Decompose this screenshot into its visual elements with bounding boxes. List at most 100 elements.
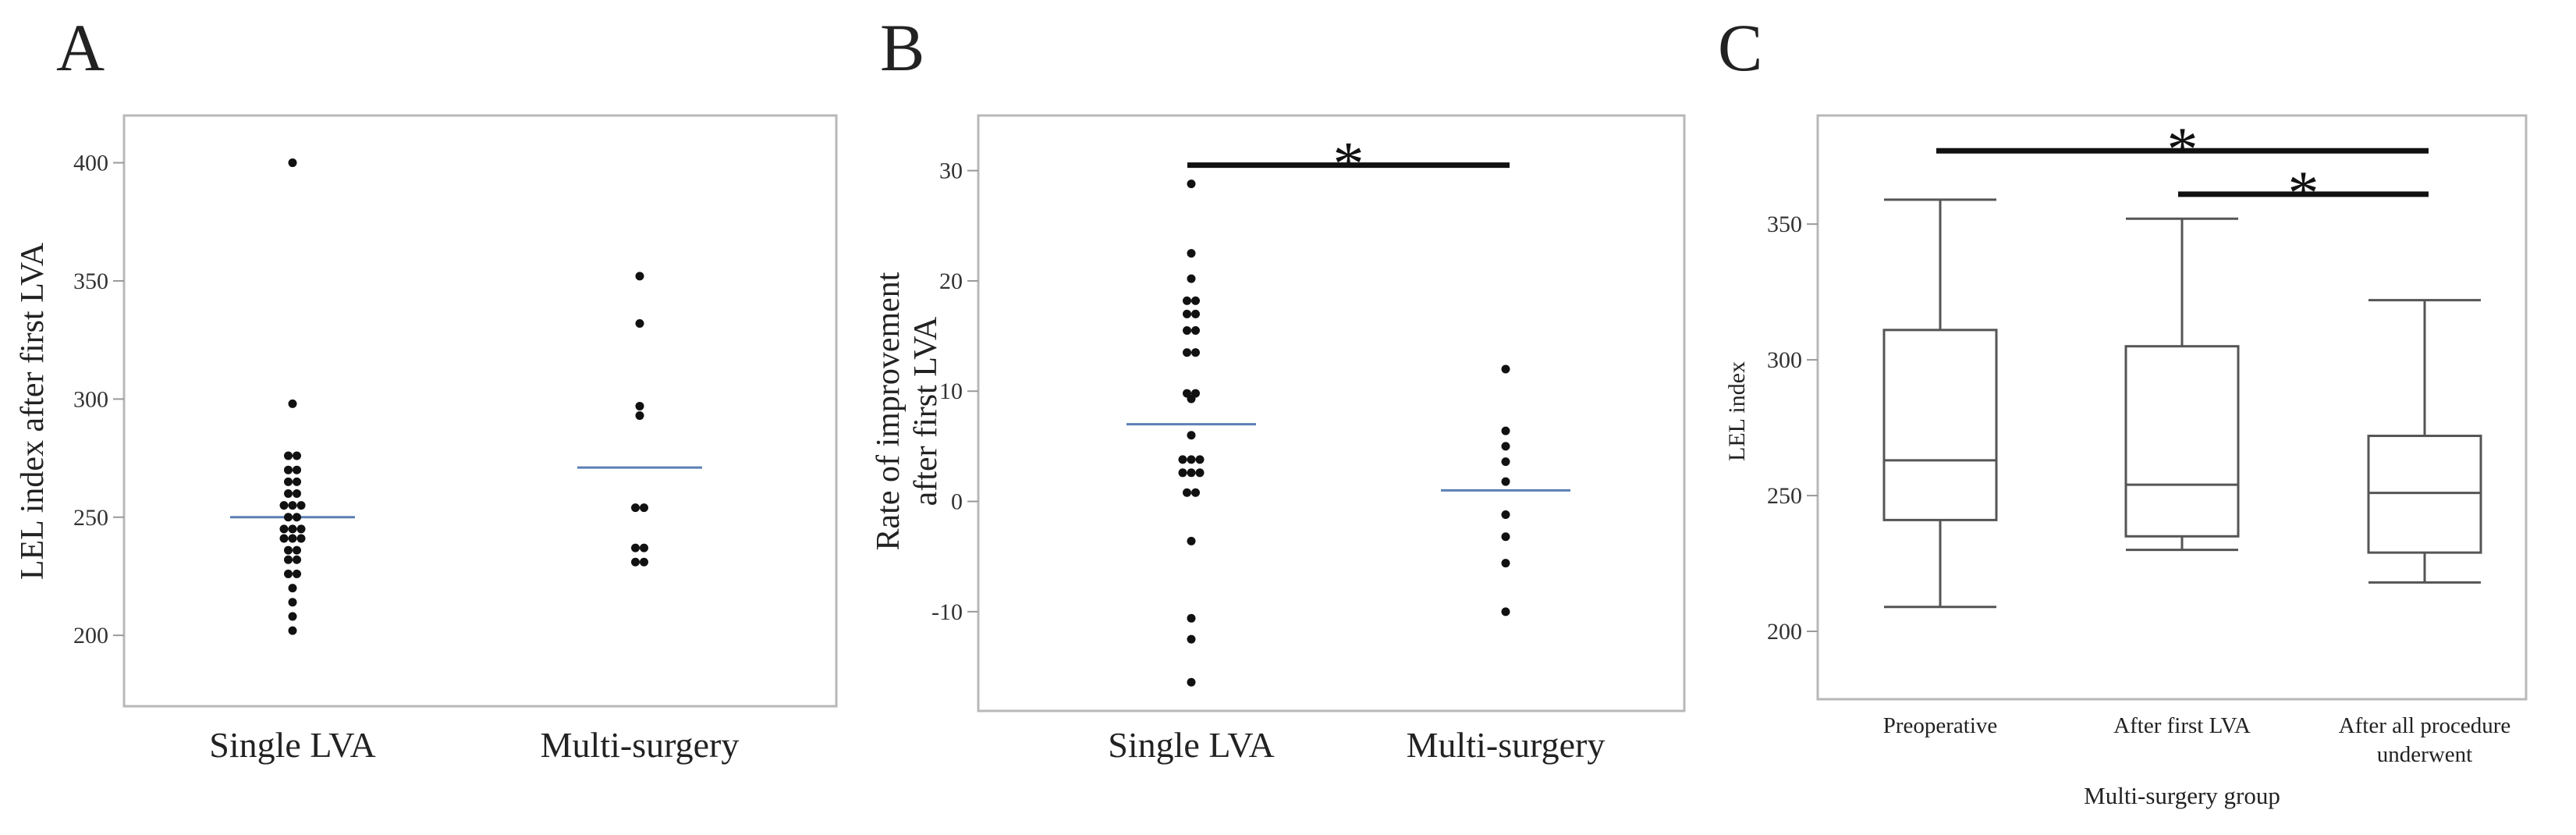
- panel-a-data-point: [288, 534, 297, 543]
- panel-a-data-point: [296, 534, 306, 543]
- panel-b-y-tick-label: 30: [939, 158, 963, 184]
- panel-c-category-after-all-line-2: underwent: [2377, 742, 2472, 767]
- panel-a-data-point: [640, 503, 648, 513]
- panel-a-y-tick-label: 350: [73, 268, 108, 294]
- panel-a-data-point: [293, 465, 301, 474]
- panel-c-significance-star: *: [2288, 159, 2319, 228]
- panel-label-c: C: [1718, 10, 1762, 85]
- panel-b-category-single-lva: Single LVA: [1108, 725, 1274, 765]
- panel-a-data-point: [288, 399, 297, 408]
- panel-b-data-point: [1191, 296, 1200, 305]
- panel-a-data-point: [631, 557, 640, 567]
- panel-b-data-point: [1501, 364, 1510, 374]
- panel-b-data-point: [1501, 559, 1510, 568]
- panel-b-y-tick-label: -10: [931, 599, 963, 625]
- panel-b-data-point: [1191, 348, 1200, 357]
- panel-b-category-multi-surgery: Multi-surgery: [1407, 725, 1606, 765]
- panel-a-data-point: [296, 524, 306, 534]
- panel-b-data-point: [1183, 488, 1191, 497]
- panel-c-plot-frame: [1816, 114, 2528, 701]
- panel-a-data-point: [631, 503, 640, 513]
- panel-b-data-point: [1187, 468, 1196, 478]
- panel-b-data-point: [1187, 536, 1196, 545]
- panel-c-box: [1882, 329, 1998, 521]
- panel-c-y-tick-label: 200: [1767, 619, 1802, 645]
- panel-a-data-point: [284, 465, 293, 474]
- panel-a-data-point: [284, 451, 293, 460]
- panel-a-data-point: [288, 158, 297, 168]
- panel-a-y-tick-label: 250: [73, 505, 108, 531]
- panel-b-data-point: [1187, 634, 1196, 644]
- panel-a-data-point: [293, 545, 301, 555]
- panel-a-y-tick-label: 200: [73, 623, 108, 648]
- panel-a-data-point: [640, 557, 648, 567]
- panel-b-data-point: [1191, 309, 1200, 318]
- panel-a-data-point: [293, 555, 301, 564]
- panel-b-data-point: [1195, 455, 1205, 464]
- panel-b-data-point: [1187, 394, 1196, 403]
- panel-b-y-axis-title-line-1: Rate of improvement: [871, 272, 907, 550]
- panel-a-data-point: [293, 451, 301, 460]
- panel-b-y-axis-title-line-2: after first LVA: [908, 316, 944, 506]
- panel-a-data-point: [296, 501, 306, 510]
- panel-a-data-marks: [230, 158, 702, 635]
- panel-b-data-point: [1501, 457, 1510, 467]
- panel-a-data-point: [284, 489, 293, 498]
- panel-c-y-axis: 200 250 300 350: [1767, 211, 1818, 645]
- panel-b-data-point: [1183, 326, 1191, 336]
- panel-a-category-multi-surgery: Multi-surgery: [541, 725, 740, 765]
- panel-b-data-point: [1501, 510, 1510, 519]
- panel-a-data-point: [288, 524, 297, 534]
- panel-a-data-point: [279, 524, 289, 534]
- panel-a-data-point: [293, 477, 301, 486]
- panel-a-data-point: [288, 584, 297, 593]
- panel-b-data-point: [1501, 426, 1510, 435]
- panel-b-data-point: [1187, 274, 1196, 283]
- panel-a-data-point: [635, 318, 644, 328]
- panel-c-data-marks: **: [1882, 115, 2482, 609]
- panel-b-data-point: [1187, 249, 1196, 258]
- panel-b-data-point: [1191, 488, 1200, 497]
- panel-a-data-point: [284, 513, 293, 522]
- panel-a-data-point: [288, 612, 297, 621]
- panel-b-data-point: [1183, 309, 1191, 318]
- panel-c-category-preoperative: Preoperative: [1883, 713, 1998, 738]
- panel-a-data-point: [640, 543, 648, 553]
- panel-a-category-single-lva: Single LVA: [209, 725, 375, 765]
- panel-b-data-point: [1183, 348, 1191, 357]
- panel-b-y-tick-label: 10: [939, 378, 963, 404]
- panel-a-data-point: [288, 501, 297, 510]
- panel-a-data-point: [284, 477, 293, 486]
- panel-a-data-point: [288, 598, 297, 607]
- panel-c-x-axis-title: Multi-surgery group: [2084, 782, 2280, 809]
- panel-c-box: [2367, 435, 2482, 554]
- panel-b-significance-star: *: [1333, 130, 1364, 199]
- panel-a-y-tick-label: 400: [73, 151, 108, 176]
- panel-a-data-point: [635, 272, 644, 281]
- panel-label-a: A: [56, 10, 105, 85]
- panel-c-category-after-all-line-1: After all procedure: [2339, 713, 2511, 738]
- panel-label-b: B: [880, 10, 924, 85]
- panel-b-data-point: [1187, 613, 1196, 623]
- panel-b-data-marks: *: [1127, 130, 1570, 687]
- panel-a-y-tick-label: 300: [73, 386, 108, 412]
- panel-b-data-point: [1501, 477, 1510, 486]
- panel-b-data-point: [1501, 607, 1510, 616]
- panel-a-data-point: [293, 489, 301, 498]
- panel-a-data-point: [279, 534, 289, 543]
- panel-b-data-point: [1187, 179, 1196, 189]
- panel-b-plot-frame: [977, 114, 1686, 712]
- panel-c-significance-star: *: [2167, 115, 2198, 184]
- panel-b-data-point: [1501, 532, 1510, 542]
- panel-a-y-axis-title: LEL index after first LVA: [15, 242, 51, 580]
- panel-a-data-point: [635, 411, 644, 421]
- panel-a-data-point: [284, 555, 293, 564]
- panel-b-data-point: [1191, 326, 1200, 336]
- panel-b-y-tick-label: 20: [939, 268, 963, 294]
- panel-b-data-point: [1183, 296, 1191, 305]
- panel-b-data-point: [1178, 455, 1187, 464]
- panel-c-box: [2124, 345, 2240, 538]
- panel-c-y-tick-label: 250: [1767, 483, 1802, 509]
